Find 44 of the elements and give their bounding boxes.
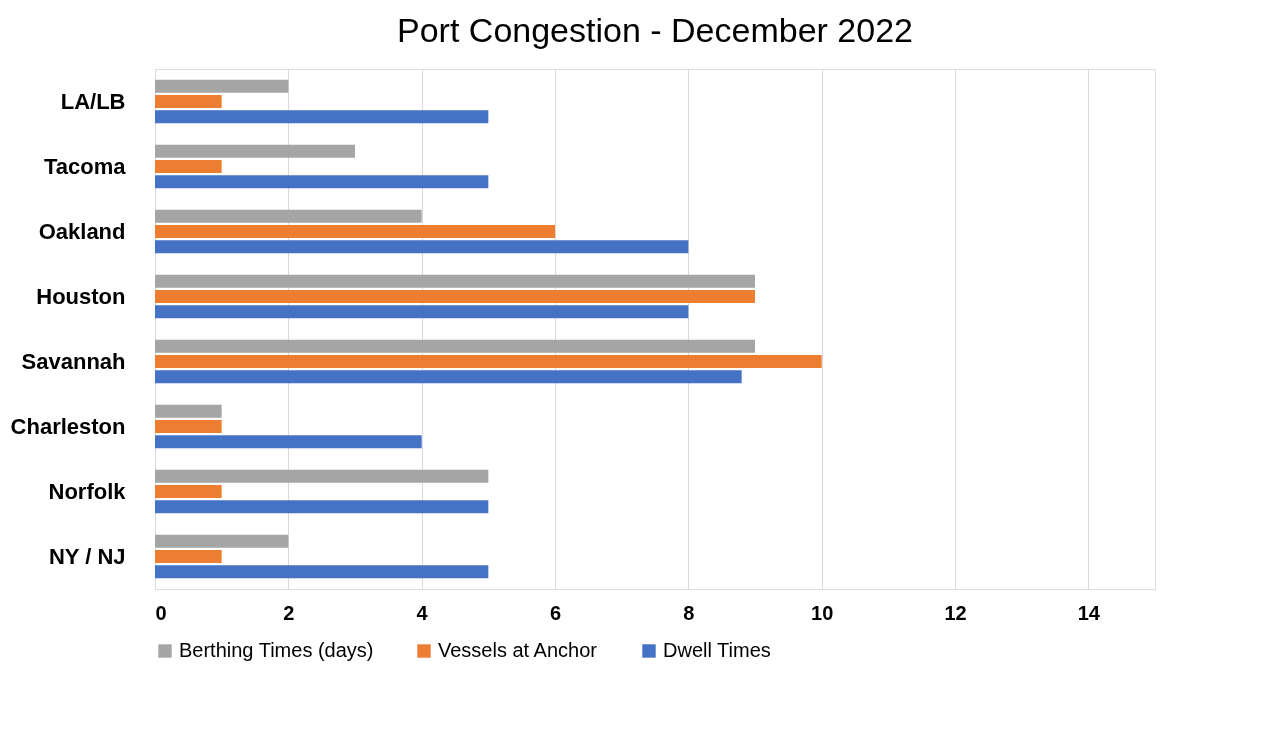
bar: [155, 469, 489, 483]
bar: [155, 370, 742, 384]
y-tick-label: LA/LB: [60, 88, 126, 114]
y-tick-label: Houston: [36, 283, 126, 309]
bar: [155, 534, 289, 548]
bar: [155, 274, 755, 288]
x-tick-label: 12: [944, 601, 967, 624]
y-tick-label: Charleston: [10, 413, 126, 439]
bar: [155, 404, 222, 418]
x-tick-label: 2: [283, 601, 295, 624]
y-tick-label: Tacoma: [43, 153, 127, 179]
x-tick-label: 6: [549, 601, 562, 624]
bar: [155, 435, 422, 449]
bar: [155, 420, 222, 433]
legend-label: Berthing Times (days): [179, 639, 374, 661]
x-tick-label: 14: [1077, 601, 1101, 624]
bar: [155, 225, 555, 238]
legend-label: Dwell Times: [663, 639, 771, 661]
bar: [155, 79, 289, 93]
bar: [155, 339, 755, 353]
y-tick-label: Norfolk: [48, 478, 127, 504]
legend-label: Vessels at Anchor: [438, 639, 598, 661]
bar: [155, 144, 355, 158]
bar: [155, 175, 489, 189]
bar: [155, 485, 222, 498]
y-tick-label: NY / NJ: [48, 543, 126, 569]
bar: [155, 240, 689, 254]
bar: [155, 355, 822, 368]
bar: [155, 290, 755, 303]
bar: [155, 95, 222, 108]
y-tick-label: Oakland: [38, 218, 126, 244]
bar: [155, 305, 689, 319]
x-tick-label: 0: [155, 601, 167, 624]
x-tick-label: 4: [416, 601, 429, 624]
bar: [155, 209, 422, 223]
x-tick-label: 8: [683, 601, 695, 624]
bar: [155, 500, 489, 514]
bar: [155, 550, 222, 563]
bar: [155, 160, 222, 173]
bar: [155, 565, 489, 579]
chart-title: Port Congestion - December 2022: [397, 11, 913, 49]
x-tick-label: 10: [811, 601, 834, 624]
y-tick-label: Savannah: [21, 348, 126, 374]
bar: [155, 110, 489, 124]
